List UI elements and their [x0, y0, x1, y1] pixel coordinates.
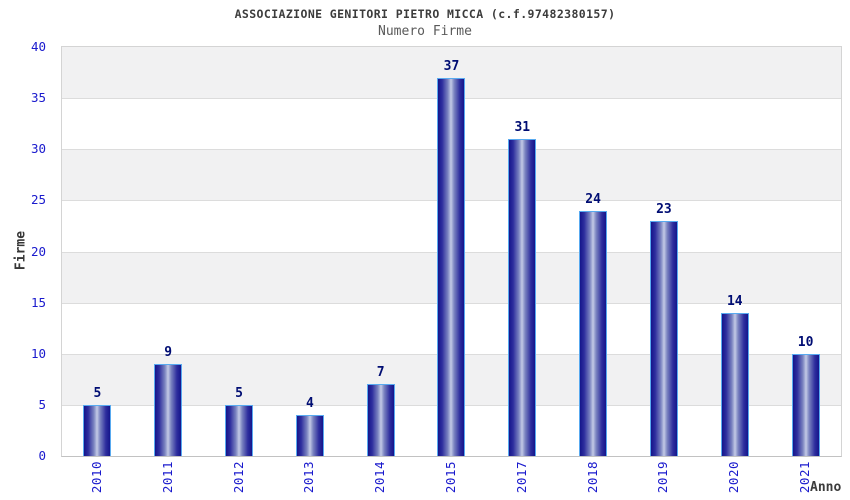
bar-2021	[791, 353, 820, 456]
bar-slot: 14	[699, 47, 770, 456]
bar-slot: 9	[133, 47, 204, 456]
bar-value-label: 5	[93, 385, 102, 401]
x-tick-label: 2019	[655, 461, 671, 494]
y-tick-label: 10	[30, 345, 46, 361]
bar-2020	[720, 312, 749, 456]
bar-slot: 7	[345, 47, 416, 456]
x-tick-label: 2018	[584, 461, 600, 494]
bar-value-label: 23	[656, 201, 672, 217]
bar-slot: 24	[558, 47, 629, 456]
y-tick-label: 25	[30, 192, 46, 208]
bar-2010	[83, 404, 112, 456]
bar-2015	[437, 77, 466, 456]
chart-subtitle: Numero Firme	[378, 24, 472, 39]
bar-2017	[508, 139, 537, 456]
bar-2011	[154, 363, 183, 456]
y-tick-label: 40	[30, 39, 46, 54]
bar-value-label: 7	[376, 365, 385, 381]
chart-title: ASSOCIAZIONE GENITORI PIETRO MICCA (c.f.…	[234, 7, 616, 21]
x-axis-ticks: 2010 2011 2012 2013 2014 2015 2017 2018 2019 2020…	[61, 461, 840, 500]
bar-value-label: 37	[443, 58, 460, 74]
bar-2013	[295, 415, 324, 456]
bar-value-label: 14	[726, 293, 743, 309]
bar-slot: 5	[62, 47, 133, 456]
bar-value-label: 9	[164, 344, 173, 360]
bar-value-label: 5	[235, 385, 243, 401]
x-axis-title: Anno	[810, 480, 842, 495]
bar-2018	[579, 210, 608, 456]
y-axis-ticks: 0 5 10 15 20 25 30 35 40	[0, 40, 54, 462]
y-tick-label: 5	[38, 396, 46, 412]
bar-value-label: 10	[797, 334, 814, 350]
x-tick-label: 2017	[513, 461, 529, 494]
x-tick-label: 2013	[301, 461, 317, 494]
x-tick-label: 2012	[230, 461, 246, 494]
bar-2019	[649, 220, 678, 456]
bar-value-label: 4	[305, 396, 314, 412]
bar-slot: 5	[204, 47, 275, 456]
y-tick-label: 0	[38, 448, 46, 463]
bar-2014	[366, 384, 395, 456]
y-tick-label: 15	[30, 294, 46, 310]
x-tick-label: 2015	[442, 461, 458, 494]
y-tick-label: 20	[30, 243, 46, 259]
bar-slot: 37	[416, 47, 487, 456]
y-tick-label: 30	[30, 141, 46, 157]
x-tick-label: 2020	[726, 461, 742, 494]
y-tick-label: 35	[30, 90, 46, 106]
bar-slot: 10	[770, 47, 841, 456]
bar-value-label: 31	[514, 120, 531, 136]
x-tick-label: 2014	[372, 461, 388, 494]
bar-2012	[225, 404, 254, 456]
bar-value-label: 24	[585, 191, 601, 207]
x-tick-label: 2010	[88, 461, 104, 494]
bar-slot: 31	[487, 47, 558, 456]
bar-slot: 23	[629, 47, 700, 456]
bar-slot: 4	[274, 47, 345, 456]
plot-area: 5 9 5 4 7 37 31 24 23 14 10	[61, 46, 842, 457]
x-tick-label: 2011	[159, 461, 175, 494]
